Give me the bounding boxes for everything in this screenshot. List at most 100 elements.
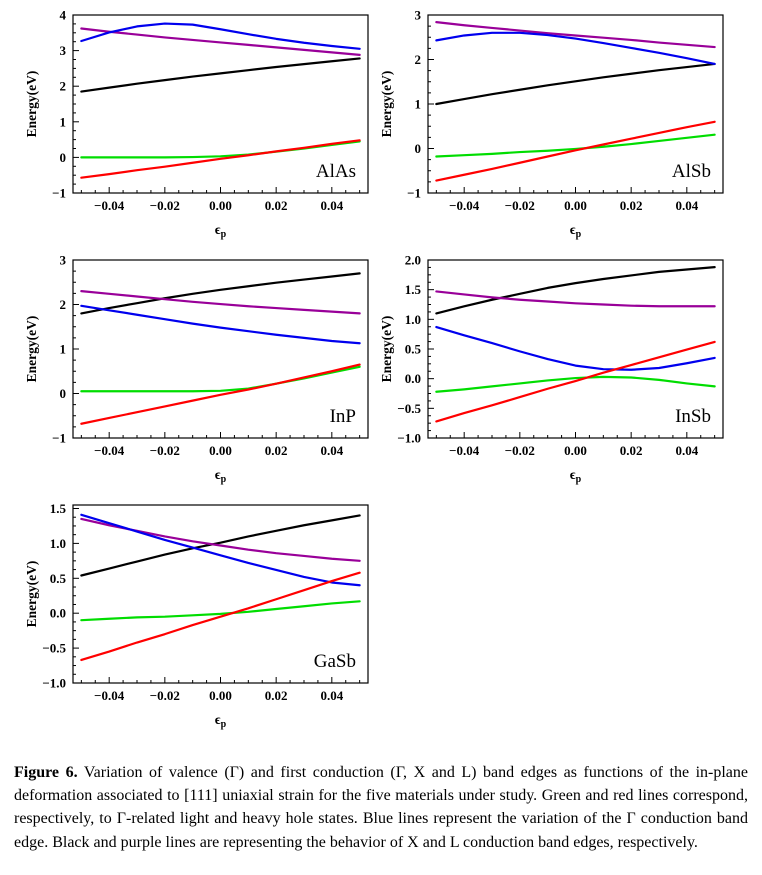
gamma-heavy-hole-line	[80, 363, 361, 425]
chart-material-label: GaSb	[314, 651, 356, 672]
y-axis-label: Energy(eV)	[24, 561, 39, 628]
chart-material-label: AlAs	[316, 161, 356, 182]
gamma-conduction-band-line	[80, 304, 361, 345]
x-axis-label: ϵp	[215, 712, 227, 730]
y-tick-label: 2	[60, 297, 67, 312]
gamma-conduction-band-line	[435, 325, 716, 371]
x-tick-label: 0.00	[209, 688, 232, 703]
x-conduction-band-line	[435, 62, 716, 106]
x-tick-label: −0.02	[150, 198, 180, 213]
y-tick-label: −0.5	[397, 401, 421, 416]
y-tick-label: 0	[415, 141, 422, 156]
gamma-heavy-hole-line	[435, 340, 716, 423]
x-tick-label: 0.00	[564, 198, 587, 213]
y-tick-label: 1.0	[405, 312, 421, 327]
figure-caption-text: Variation of valence (Γ) and first condu…	[14, 764, 749, 851]
x-tick-label: 0.00	[209, 198, 232, 213]
chart-material-label: InP	[330, 406, 356, 427]
y-axis-label: Energy(eV)	[379, 316, 394, 383]
y-tick-label: 1	[60, 342, 67, 357]
plot-frame	[72, 259, 369, 439]
chart-material-label: AlSb	[672, 161, 711, 182]
x-axis-label: ϵp	[570, 467, 582, 485]
x-axis-label: ϵp	[215, 222, 227, 240]
x-tick-label: 0.04	[675, 198, 698, 213]
y-tick-label: 0.5	[405, 342, 422, 357]
gamma-heavy-hole-line	[435, 120, 716, 182]
gamma-conduction-band-line	[80, 513, 361, 587]
x-conduction-band-line	[80, 272, 361, 315]
x-axis-label: ϵp	[570, 222, 582, 240]
y-axis-label: Energy(eV)	[24, 71, 39, 138]
y-tick-label: 1.5	[405, 282, 422, 297]
chart-inp: −0.04 −0.02 0.00 0.02 0.04 −1 0 1 2 3 InP Energy(eV…	[24, 253, 369, 485]
chart-gasb: −0.04 −0.02 0.00 0.02 0.04 −1.0 −0.5 0.0 0.5 1.0 1…	[24, 501, 369, 730]
x-axis-label: ϵp	[215, 467, 227, 485]
y-tick-label: −1	[52, 186, 66, 201]
chart-panel-insb: −0.04 −0.02 0.00 0.02 0.04 −1.0 −0.5 0.0 0.5 1.0 1…	[365, 245, 737, 490]
figure-caption: Figure 6. Variation of valence (Γ) and f…	[14, 761, 748, 854]
chart-panel-gasb: −0.04 −0.02 0.00 0.02 0.04 −1.0 −0.5 0.0 0.5 1.0 1…	[10, 490, 382, 735]
gamma-light-hole-line	[80, 365, 361, 393]
x-conduction-band-line	[80, 57, 361, 93]
x-tick-label: 0.04	[320, 198, 343, 213]
y-tick-label: 0.0	[405, 371, 421, 386]
gamma-heavy-hole-line	[80, 571, 361, 662]
gamma-light-hole-line	[80, 140, 361, 159]
y-tick-label: 0.0	[50, 606, 66, 621]
x-tick-label: 0.02	[265, 198, 288, 213]
chart-alas: −0.04 −0.02 0.00 0.02 0.04 −1 0 1 2 3 4 AlAs Energy(…	[24, 8, 369, 240]
y-tick-label: 2.0	[405, 253, 421, 268]
y-tick-label: 2	[415, 52, 422, 67]
chart-panel-inp: −0.04 −0.02 0.00 0.02 0.04 −1 0 1 2 3 InP Energy(eV…	[10, 245, 382, 490]
figure-caption-label: Figure 6.	[14, 764, 78, 781]
y-tick-label: 0.5	[50, 571, 67, 586]
x-conduction-band-line	[80, 514, 361, 577]
y-tick-label: −1.0	[397, 431, 421, 446]
x-tick-label: −0.02	[150, 443, 180, 458]
x-tick-label: 0.04	[320, 443, 343, 458]
x-tick-label: 0.02	[620, 198, 643, 213]
y-tick-label: 0	[60, 386, 67, 401]
x-tick-label: −0.02	[150, 688, 180, 703]
l-conduction-band-line	[80, 27, 361, 56]
x-tick-label: −0.04	[94, 443, 125, 458]
y-tick-label: 0	[60, 150, 67, 165]
x-tick-label: −0.04	[94, 198, 125, 213]
gamma-conduction-band-line	[80, 22, 361, 50]
y-tick-label: −1	[52, 431, 66, 446]
gamma-conduction-band-line	[435, 31, 716, 66]
x-tick-label: −0.02	[505, 198, 535, 213]
y-tick-label: 3	[60, 43, 67, 58]
x-tick-label: −0.02	[505, 443, 535, 458]
l-conduction-band-line	[80, 290, 361, 315]
y-tick-label: 1.5	[50, 501, 67, 516]
x-tick-label: 0.00	[564, 443, 587, 458]
chart-panel-alas: −0.04 −0.02 0.00 0.02 0.04 −1 0 1 2 3 4 AlAs Energy(…	[10, 0, 382, 245]
y-tick-label: −1	[407, 186, 421, 201]
gamma-light-hole-line	[80, 600, 361, 622]
chart-alsb: −0.04 −0.02 0.00 0.02 0.04 −1 0 1 2 3 AlSb Energy(e…	[379, 8, 724, 240]
y-tick-label: 1	[415, 97, 422, 112]
gamma-heavy-hole-line	[80, 139, 361, 179]
x-tick-label: 0.04	[675, 443, 698, 458]
gamma-light-hole-line	[435, 133, 716, 158]
chart-material-label: InSb	[675, 406, 711, 427]
gamma-light-hole-line	[435, 375, 716, 393]
chart-insb: −0.04 −0.02 0.00 0.02 0.04 −1.0 −0.5 0.0 0.5 1.0 1…	[379, 253, 724, 485]
y-tick-label: 1	[60, 114, 67, 129]
x-tick-label: 0.02	[265, 688, 288, 703]
chart-panel-alsb: −0.04 −0.02 0.00 0.02 0.04 −1 0 1 2 3 AlSb Energy(e…	[365, 0, 737, 245]
x-tick-label: −0.04	[449, 198, 480, 213]
y-tick-label: 2	[60, 79, 67, 94]
x-tick-label: 0.02	[620, 443, 643, 458]
x-tick-label: 0.04	[320, 688, 343, 703]
x-conduction-band-line	[435, 266, 716, 315]
x-tick-label: −0.04	[449, 443, 480, 458]
y-tick-label: −1.0	[42, 676, 66, 691]
y-tick-label: 1.0	[50, 536, 66, 551]
x-tick-label: 0.00	[209, 443, 232, 458]
y-tick-label: 4	[60, 8, 67, 23]
y-axis-label: Energy(eV)	[24, 316, 39, 383]
